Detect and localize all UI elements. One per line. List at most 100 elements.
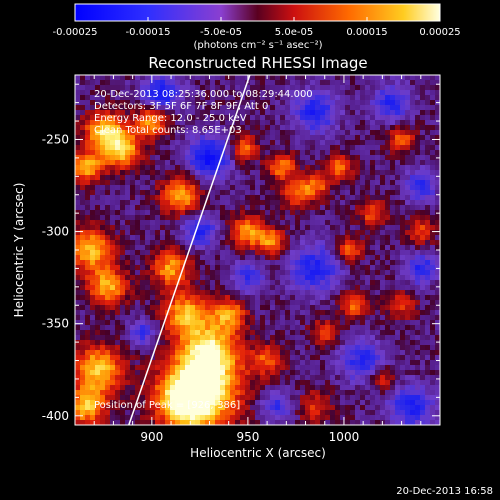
heatmap-cell	[170, 210, 176, 216]
heatmap-cell	[185, 415, 191, 421]
heatmap-cell	[355, 250, 361, 256]
heatmap-cell	[235, 120, 241, 126]
heatmap-cell	[345, 420, 351, 425]
heatmap-cell	[335, 295, 341, 301]
heatmap-cell	[325, 75, 331, 81]
heatmap-cell	[165, 410, 171, 416]
heatmap-cell	[375, 335, 381, 341]
heatmap-cell	[170, 110, 176, 116]
heatmap-cell	[195, 170, 201, 176]
heatmap-cell	[105, 295, 111, 301]
heatmap-cell	[95, 215, 101, 221]
heatmap-cell	[185, 110, 191, 116]
heatmap-cell	[255, 375, 261, 381]
heatmap-cell	[85, 110, 91, 116]
heatmap-cell	[295, 190, 301, 196]
heatmap-cell	[240, 255, 246, 261]
heatmap-cell	[305, 400, 311, 406]
heatmap-cell	[230, 265, 236, 271]
heatmap-cell	[280, 245, 286, 251]
heatmap-cell	[340, 185, 346, 191]
heatmap-cell	[340, 275, 346, 281]
heatmap-cell	[400, 365, 406, 371]
heatmap-cell	[170, 195, 176, 201]
heatmap-cell	[175, 90, 181, 96]
heatmap-cell	[115, 270, 121, 276]
heatmap-cell	[270, 375, 276, 381]
heatmap-cell	[220, 390, 226, 396]
heatmap-cell	[410, 175, 416, 181]
heatmap-cell	[345, 215, 351, 221]
heatmap-cell	[300, 270, 306, 276]
heatmap-cell	[415, 315, 421, 321]
heatmap-cell	[190, 405, 196, 411]
heatmap-cell	[290, 300, 296, 306]
heatmap-cell	[110, 95, 116, 101]
heatmap-cell	[130, 140, 136, 146]
heatmap-cell	[205, 380, 211, 386]
heatmap-cell	[110, 225, 116, 231]
heatmap-cell	[115, 340, 121, 346]
heatmap-cell	[385, 235, 391, 241]
heatmap-cell	[80, 345, 86, 351]
heatmap-cell	[95, 225, 101, 231]
heatmap-cell	[105, 290, 111, 296]
heatmap-cell	[355, 150, 361, 156]
heatmap-cell	[220, 260, 226, 266]
heatmap-cell	[285, 200, 291, 206]
heatmap-cell	[95, 190, 101, 196]
heatmap-cell	[285, 340, 291, 346]
heatmap-cell	[310, 280, 316, 286]
heatmap-cell	[140, 110, 146, 116]
heatmap-cell	[155, 285, 161, 291]
heatmap-cell	[305, 175, 311, 181]
heatmap-cell	[125, 225, 131, 231]
heatmap-cell	[85, 360, 91, 366]
heatmap-cell	[190, 230, 196, 236]
heatmap-cell	[230, 85, 236, 91]
heatmap-cell	[270, 385, 276, 391]
heatmap-cell	[265, 155, 271, 161]
heatmap-cell	[120, 240, 126, 246]
heatmap-cell	[240, 360, 246, 366]
heatmap-cell	[360, 115, 366, 121]
heatmap-cell	[335, 80, 341, 86]
heatmap-cell	[340, 235, 346, 241]
heatmap-cell	[235, 380, 241, 386]
heatmap-cell	[185, 195, 191, 201]
heatmap-cell	[345, 310, 351, 316]
heatmap-cell	[280, 240, 286, 246]
heatmap-cell	[355, 130, 361, 136]
heatmap-cell	[100, 420, 106, 425]
heatmap-cell	[120, 190, 126, 196]
heatmap-cell	[305, 390, 311, 396]
heatmap-cell	[130, 415, 136, 421]
heatmap-cell	[260, 305, 266, 311]
heatmap-cell	[390, 280, 396, 286]
heatmap-cell	[360, 185, 366, 191]
heatmap-cell	[95, 325, 101, 331]
heatmap-cell	[370, 260, 376, 266]
heatmap-cell	[215, 325, 221, 331]
heatmap-cell	[85, 90, 91, 96]
heatmap-cell	[140, 275, 146, 281]
heatmap-cell	[130, 305, 136, 311]
heatmap-cell	[315, 85, 321, 91]
heatmap-cell	[180, 125, 186, 131]
heatmap-cell	[255, 185, 261, 191]
heatmap-cell	[425, 300, 431, 306]
heatmap-cell	[250, 285, 256, 291]
heatmap-cell	[140, 325, 146, 331]
heatmap-cell	[235, 330, 241, 336]
heatmap-cell	[415, 165, 421, 171]
heatmap-cell	[125, 325, 131, 331]
heatmap-cell	[370, 345, 376, 351]
heatmap-cell	[205, 225, 211, 231]
heatmap-cell	[210, 140, 216, 146]
heatmap-cell	[315, 130, 321, 136]
heatmap-cell	[120, 410, 126, 416]
heatmap-cell	[195, 140, 201, 146]
heatmap-cell	[315, 120, 321, 126]
heatmap-cell	[135, 90, 141, 96]
heatmap-cell	[410, 210, 416, 216]
